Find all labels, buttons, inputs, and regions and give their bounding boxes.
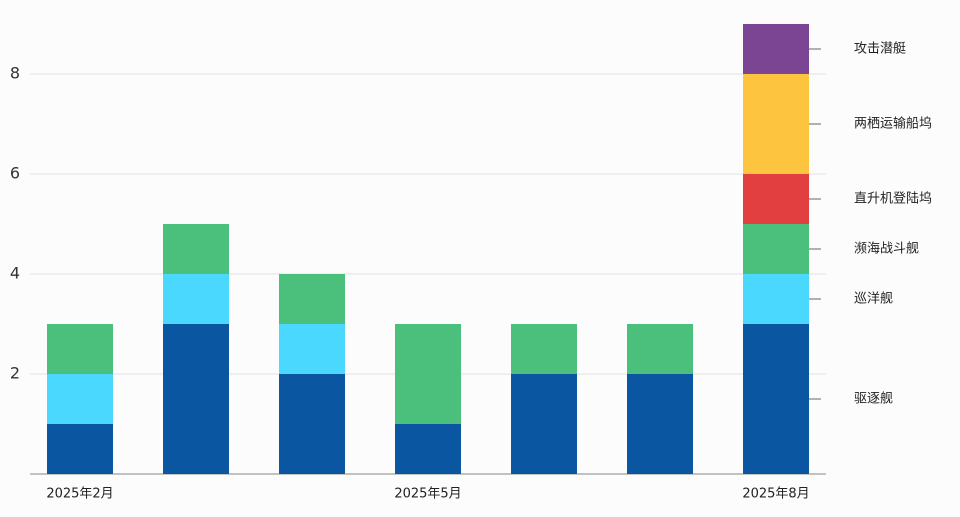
bar-segment bbox=[511, 374, 577, 474]
y-tick-label: 8 bbox=[10, 64, 20, 83]
x-tick-label: 2025年8月 bbox=[742, 487, 809, 502]
bar-segment bbox=[743, 174, 809, 224]
bar-segment bbox=[627, 324, 693, 374]
x-tick-label: 2025年2月 bbox=[46, 487, 113, 502]
x-tick-label: 2025年5月 bbox=[394, 487, 461, 502]
bar-segment bbox=[743, 224, 809, 274]
bar-segment bbox=[743, 324, 809, 474]
bar-segment bbox=[743, 74, 809, 174]
bar-segment bbox=[743, 274, 809, 324]
legend-label: 濒海战斗舰 bbox=[854, 242, 919, 257]
bar-segment bbox=[743, 24, 809, 74]
y-tick-label: 2 bbox=[10, 364, 20, 383]
legend-label: 巡洋舰 bbox=[854, 292, 893, 307]
bar-segment bbox=[627, 374, 693, 474]
bar-segment bbox=[279, 374, 345, 474]
bar-segment bbox=[47, 424, 113, 474]
y-tick-label: 4 bbox=[10, 264, 20, 283]
bar-segment bbox=[163, 324, 229, 474]
bar-segment bbox=[395, 324, 461, 424]
bar-segment bbox=[279, 324, 345, 374]
bar-segment bbox=[511, 324, 577, 374]
legend-label: 攻击潜艇 bbox=[854, 42, 906, 57]
bar-segment bbox=[279, 274, 345, 324]
y-tick-label: 6 bbox=[10, 164, 20, 183]
bar-segment bbox=[163, 224, 229, 274]
bar-segment bbox=[47, 324, 113, 374]
bar-segment bbox=[163, 274, 229, 324]
legend-label: 两栖运输船坞 bbox=[854, 116, 932, 132]
bar-segment bbox=[47, 374, 113, 424]
legend-label: 驱逐舰 bbox=[854, 392, 893, 407]
legend-label: 直升机登陆坞 bbox=[854, 191, 932, 207]
bar-segment bbox=[395, 424, 461, 474]
